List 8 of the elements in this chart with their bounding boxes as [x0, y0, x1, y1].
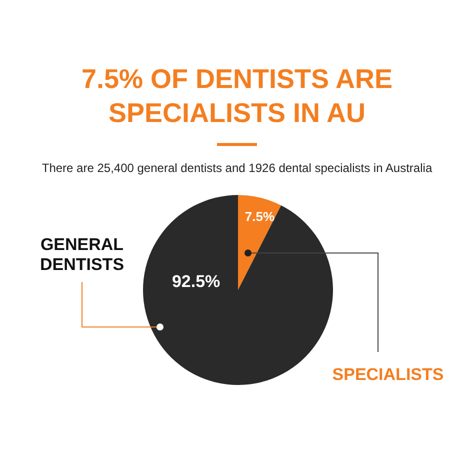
chart-subtitle: There are 25,400 general dentists and 1926 dental specialists in Australia [42, 161, 432, 175]
data-label: 7.5% [244, 209, 275, 224]
pie-slice [143, 195, 333, 385]
pie-slice [238, 195, 282, 290]
chart-title: 7.5% OF DENTISTS ARE SPECIALISTS IN AU [81, 64, 393, 128]
data-label: 92.5% [172, 272, 220, 291]
slice-label: SPECIALISTS [332, 365, 444, 384]
slice-label: GENERAL DENTISTS [40, 235, 124, 274]
